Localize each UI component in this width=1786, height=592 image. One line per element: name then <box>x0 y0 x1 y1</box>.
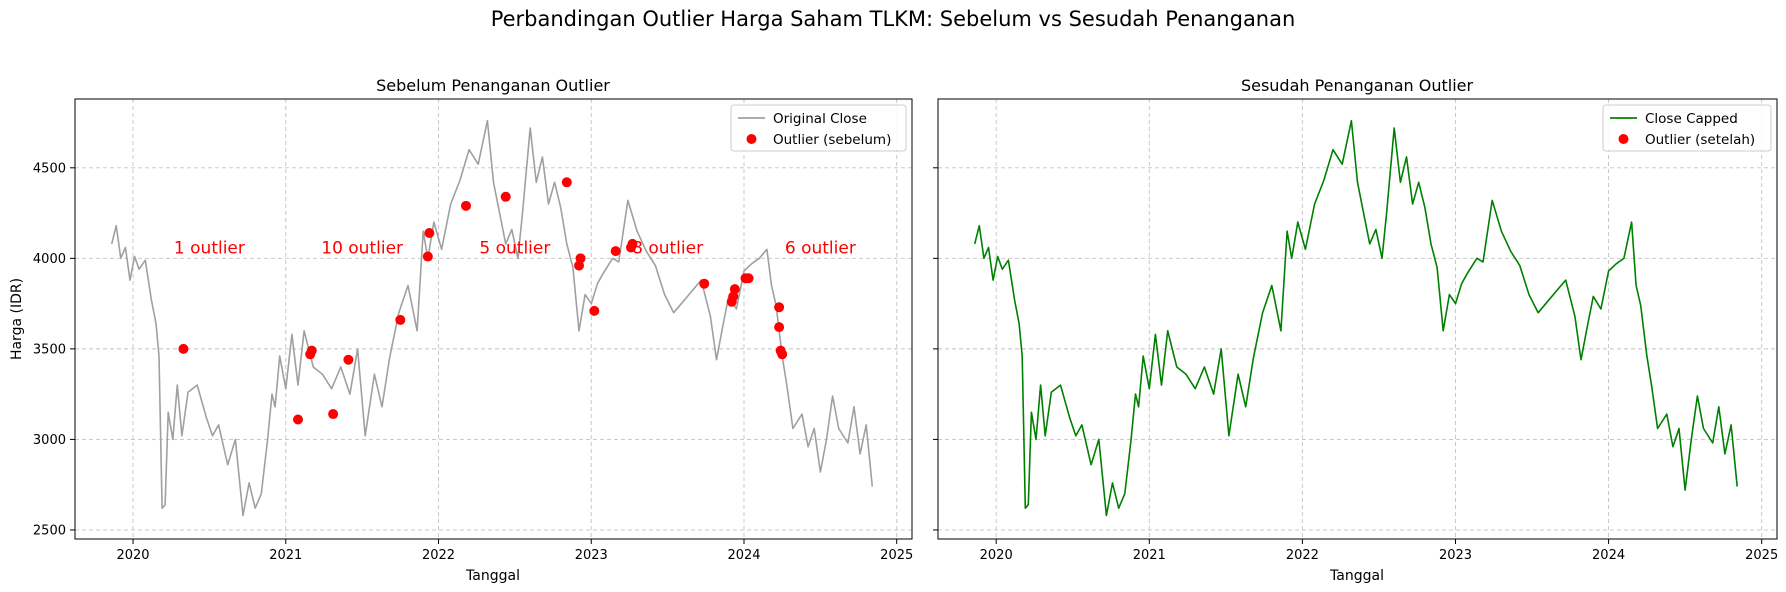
left-annotations: 1 outlier 10 outlier 5 outlier 8 outlier 6 o… <box>174 238 856 258</box>
left-y-ticks: 2500 3000 3500 4000 4500 <box>33 161 75 538</box>
y-tick-label: 3000 <box>33 433 66 448</box>
outlier-point <box>500 191 511 202</box>
y-tick-label: 4000 <box>33 252 66 267</box>
outlier-point <box>328 409 339 420</box>
x-tick-label: 2024 <box>727 548 760 563</box>
x-tick-label: 2025 <box>880 548 913 563</box>
x-tick-label: 2022 <box>1286 548 1319 563</box>
outlier-point <box>774 302 785 313</box>
right-y-ticks <box>933 167 938 531</box>
right-panel-after: Sesudah Penanganan Outlier 2020 2021 2022 2… <box>933 76 1778 584</box>
legend-entry-label: Original Close <box>773 111 867 127</box>
outlier-point <box>699 278 710 289</box>
outlier-point <box>178 343 189 354</box>
left-series <box>110 119 874 517</box>
left-plot-area <box>75 99 912 539</box>
outlier-count-annotation: 10 outlier <box>321 238 403 258</box>
legend-entry-label: Outlier (setelah) <box>1645 132 1755 148</box>
series-line <box>973 119 1738 517</box>
outlier-point <box>306 345 317 356</box>
right-panel-title: Sesudah Penanganan Outlier <box>1241 76 1474 95</box>
legend-marker-swatch <box>1618 134 1629 144</box>
right-plot-frame <box>937 98 1778 540</box>
left-legend: Original Close Outlier (sebelum) <box>730 104 907 152</box>
left-grid <box>75 99 912 539</box>
outlier-count-annotation: 6 outlier <box>785 238 856 258</box>
outlier-count-annotation: 1 outlier <box>174 238 245 258</box>
right-x-ticks: 2020 2021 2022 2023 2024 2025 <box>980 539 1778 563</box>
x-tick-label: 2020 <box>116 548 149 563</box>
outlier-point <box>589 305 600 316</box>
outlier-point <box>292 414 303 425</box>
x-tick-label: 2025 <box>1745 548 1778 563</box>
outlier-point <box>343 354 354 365</box>
x-tick-label: 2022 <box>422 548 455 563</box>
x-tick-label: 2020 <box>980 548 1013 563</box>
outlier-point <box>610 246 621 257</box>
left-panel-before: Sebelum Penanganan Outlier 2020 2021 2022 2… <box>9 76 913 584</box>
outlier-point <box>774 322 785 333</box>
right-grid <box>938 99 1777 539</box>
outlier-point <box>575 253 586 264</box>
right-series <box>973 119 1738 517</box>
left-y-axis-label: Harga (IDR) <box>9 278 25 360</box>
x-tick-label: 2023 <box>1439 548 1472 563</box>
y-tick-label: 3500 <box>33 342 66 357</box>
outlier-count-annotation: 8 outlier <box>632 238 703 258</box>
outlier-point <box>422 251 433 262</box>
x-tick-label: 2021 <box>1133 548 1166 563</box>
series-line <box>110 119 874 517</box>
outlier-point <box>395 314 406 325</box>
left-x-axis-label: Tanggal <box>465 568 520 584</box>
right-legend: Close Capped Outlier (setelah) <box>1602 104 1772 152</box>
outlier-point <box>743 273 754 284</box>
left-panel-title: Sebelum Penanganan Outlier <box>376 76 610 95</box>
figure-title: Perbandingan Outlier Harga Saham TLKM: S… <box>491 7 1296 31</box>
legend-box <box>730 104 907 152</box>
legend-box <box>1602 104 1772 152</box>
x-tick-label: 2023 <box>575 548 608 563</box>
outlier-point <box>729 284 740 295</box>
legend-entry-label: Outlier (sebelum) <box>773 132 891 148</box>
right-plot-area <box>938 99 1777 539</box>
x-tick-label: 2021 <box>269 548 302 563</box>
left-plot-frame <box>74 98 913 540</box>
outlier-point <box>461 200 472 211</box>
y-tick-label: 2500 <box>33 523 66 538</box>
legend-entry-label: Close Capped <box>1645 111 1738 127</box>
right-x-axis-label: Tanggal <box>1329 568 1384 584</box>
x-tick-label: 2024 <box>1592 548 1625 563</box>
outlier-point <box>561 177 572 188</box>
outlier-point <box>777 349 788 360</box>
y-tick-label: 4500 <box>33 161 66 176</box>
outlier-count-annotation: 5 outlier <box>479 238 550 258</box>
legend-marker-swatch <box>746 134 757 144</box>
outlier-point <box>424 227 435 238</box>
left-x-ticks: 2020 2021 2022 2023 2024 2025 <box>116 539 913 563</box>
outlier-point <box>627 238 638 249</box>
